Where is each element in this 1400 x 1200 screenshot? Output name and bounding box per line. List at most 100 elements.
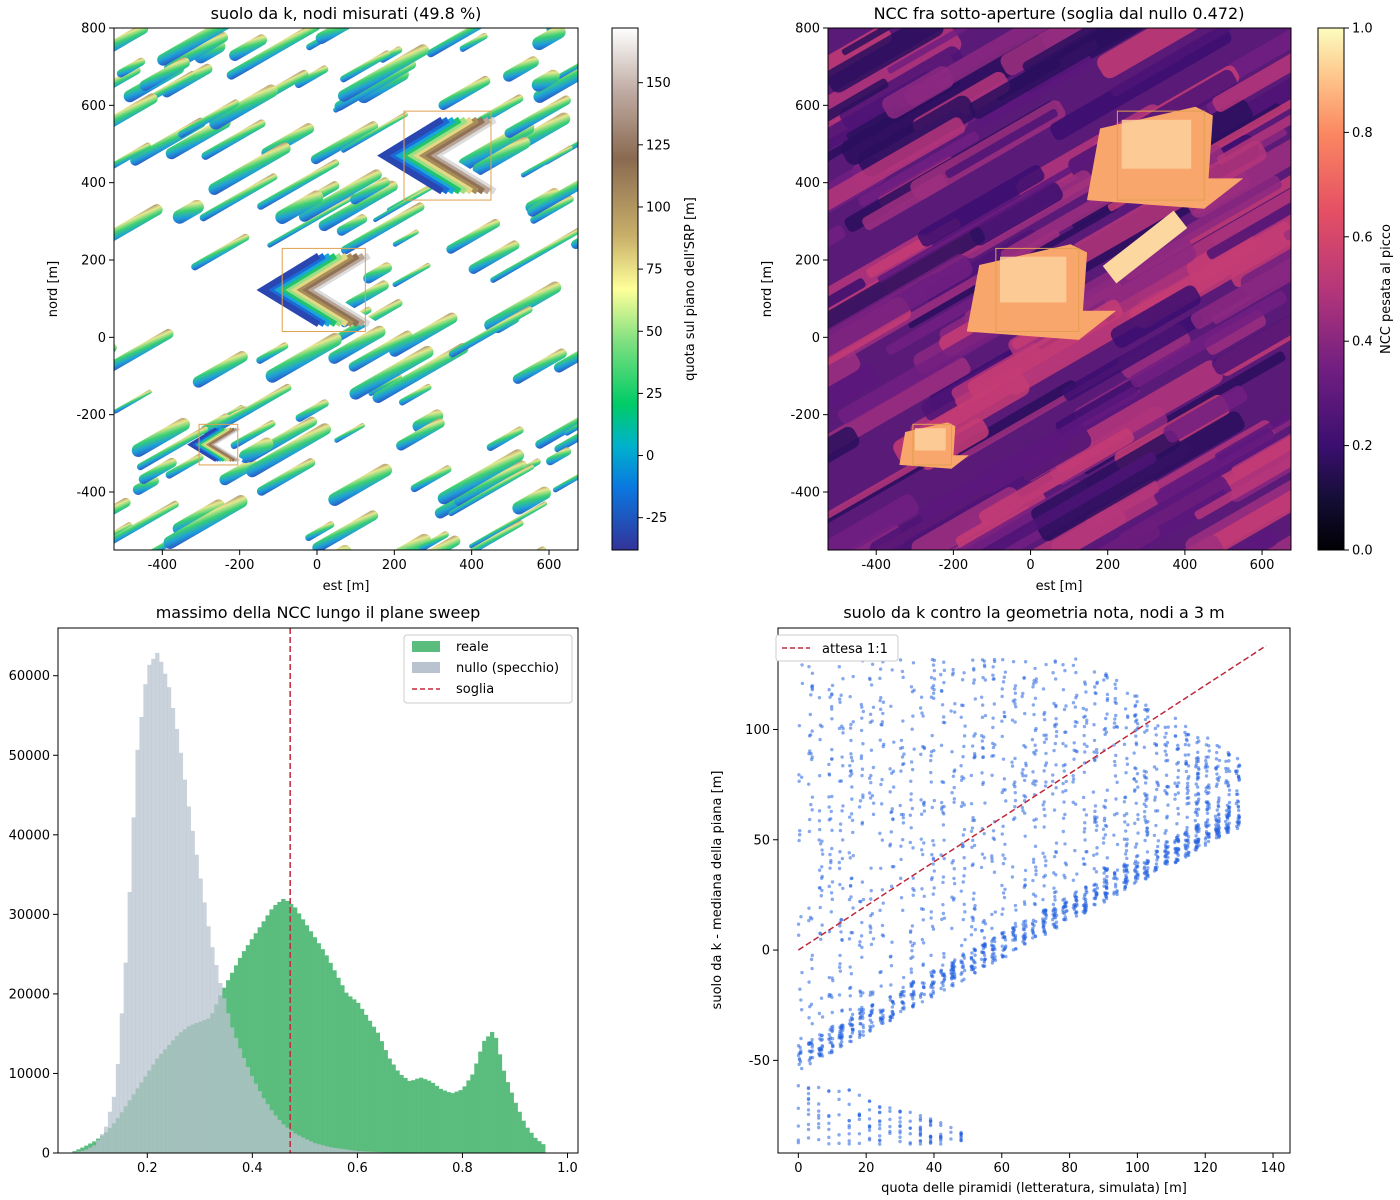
scatter-point <box>902 989 906 994</box>
scatter-point <box>1195 844 1199 849</box>
scatter-point <box>1084 690 1088 694</box>
ground-stripe <box>532 28 566 51</box>
ground-stripe <box>553 46 578 82</box>
scatter-point <box>1023 919 1028 923</box>
scatter-point <box>890 668 894 672</box>
scatter-point <box>1163 831 1167 835</box>
scatter-point <box>899 896 904 900</box>
hist-bar-real <box>356 1002 361 1153</box>
scatter-point <box>1163 749 1167 753</box>
scatter-point <box>942 916 947 920</box>
scatter-point <box>1053 894 1057 899</box>
height-scatter-x-tick-label-7: 140 <box>1261 1161 1286 1176</box>
hist-bar-real <box>486 1036 491 1153</box>
scatter-point <box>1094 828 1099 832</box>
scatter-point <box>1113 763 1117 768</box>
scatter-point <box>861 1016 865 1020</box>
scatter-point <box>838 882 842 887</box>
hist-bar-real <box>285 900 290 1153</box>
scatter-point <box>840 938 844 942</box>
ground-stripe <box>256 458 316 496</box>
ground-stripe <box>136 426 209 471</box>
scatter-point <box>849 812 854 816</box>
scatter-point <box>970 925 974 929</box>
scatter-point <box>909 967 913 971</box>
scatter-point <box>1122 742 1127 747</box>
scatter-point <box>1013 756 1017 761</box>
hist-bar-real <box>316 943 321 1153</box>
scatter-point <box>952 867 956 871</box>
scatter-point <box>1002 946 1007 951</box>
scatter-point <box>1226 752 1231 756</box>
scatter-point <box>1062 707 1067 712</box>
scatter-point <box>1143 717 1148 722</box>
scatter-point <box>808 1061 812 1066</box>
scatter-point <box>799 775 804 779</box>
ncc-stripe <box>1228 28 1291 79</box>
scatter-point <box>929 953 933 958</box>
scatter-point <box>1031 703 1036 707</box>
scatter-point <box>888 790 892 794</box>
hist-bar-null <box>139 716 144 1153</box>
scatter-point <box>1176 791 1181 795</box>
scatter-point <box>1105 885 1109 890</box>
ground-map-xlabel: est [m] <box>323 579 370 594</box>
ground-stripe <box>410 465 452 493</box>
scatter-point <box>1217 758 1222 763</box>
ncc-stripe <box>828 426 860 476</box>
scatter-point <box>869 926 873 930</box>
hist-bar-real <box>419 1077 424 1153</box>
ncc-stripe <box>828 278 866 348</box>
scatter-point <box>1050 917 1055 922</box>
scatter-point <box>911 876 915 880</box>
scatter-point <box>1142 866 1147 871</box>
scatter-point <box>1206 755 1210 759</box>
hist-bar-real <box>304 925 310 1153</box>
ground-map-y-tick-label-0: -400 <box>76 486 106 501</box>
scatter-point <box>942 973 946 977</box>
scatter-point <box>1213 814 1218 819</box>
scatter-point <box>879 695 883 700</box>
scatter-point <box>1083 862 1087 866</box>
scatter-point <box>959 943 964 948</box>
scatter-point <box>971 897 976 901</box>
scatter-point <box>1084 813 1089 817</box>
scatter-point <box>857 1029 862 1034</box>
scatter-point <box>1031 918 1036 922</box>
scatter-point <box>1204 786 1208 790</box>
scatter-point <box>841 731 845 735</box>
hist-bar-real <box>533 1137 538 1153</box>
scatter-point <box>971 838 975 843</box>
ncc-map-x-tick-label-5: 600 <box>1250 558 1275 573</box>
scatter-point <box>1074 890 1078 894</box>
ncc-hist-x-tick-label-1: 0.4 <box>242 1161 263 1176</box>
scatter-point <box>1092 888 1096 893</box>
scatter-point <box>952 881 957 886</box>
hist-bar-null <box>131 817 136 1153</box>
scatter-point <box>1194 763 1198 767</box>
scatter-point <box>859 702 864 707</box>
scatter-point <box>806 1101 811 1106</box>
ncc-stripe <box>1163 385 1248 443</box>
scatter-point <box>1152 833 1157 838</box>
scatter-point <box>878 1134 882 1138</box>
ground-map-box-2 <box>198 423 239 466</box>
scatter-point <box>820 888 824 893</box>
scatter-point <box>1000 687 1004 691</box>
height-scatter-points <box>796 657 1242 1146</box>
scatter-point <box>1023 711 1027 716</box>
scatter-point <box>908 813 913 817</box>
scatter-point <box>851 674 855 679</box>
scatter-point <box>1114 701 1118 706</box>
scatter-point <box>971 918 975 923</box>
scatter-point <box>1183 730 1187 735</box>
scatter-point <box>817 695 822 700</box>
scatter-point <box>861 709 866 714</box>
scatter-point <box>901 812 906 817</box>
scatter-point <box>1050 779 1055 783</box>
scatter-point <box>868 930 873 934</box>
scatter-point <box>1204 759 1208 763</box>
scatter-point <box>1125 812 1129 816</box>
scatter-point <box>1054 920 1059 924</box>
scatter-point <box>1103 798 1108 803</box>
